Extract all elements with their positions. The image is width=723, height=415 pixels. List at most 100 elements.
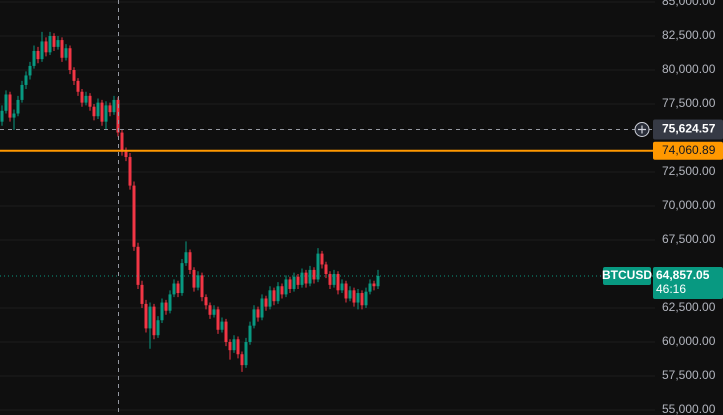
y-tick-label: 57,500.00 <box>662 368 716 382</box>
candle-body <box>100 102 104 122</box>
candle-body <box>352 290 356 303</box>
candle-body <box>0 110 4 122</box>
candle-body <box>200 275 204 298</box>
symbol-label-box <box>603 266 651 285</box>
candle-body <box>196 275 200 288</box>
candle-body <box>324 264 328 274</box>
candle-body <box>20 84 24 100</box>
candle-body <box>180 263 184 294</box>
alert-label-box <box>653 141 723 160</box>
y-tick-label: 62,500.00 <box>662 300 716 314</box>
candle-body <box>312 269 316 280</box>
candle-body <box>216 309 220 330</box>
candle-body <box>72 69 76 81</box>
candle-body <box>52 35 56 47</box>
candle-body <box>364 291 368 306</box>
y-tick-label: 60,000.00 <box>662 334 716 348</box>
candle-body <box>36 50 40 60</box>
candle-body <box>28 65 32 76</box>
candle-body <box>232 339 236 351</box>
candle-body <box>288 279 292 289</box>
candle-body <box>328 273 332 285</box>
candle-body <box>348 290 352 299</box>
candle-body <box>80 91 84 103</box>
y-tick-label: 70,000.00 <box>662 198 716 212</box>
candle-body <box>40 41 44 60</box>
candle-body <box>168 294 172 311</box>
candle-body <box>240 354 244 366</box>
candle-body <box>264 298 268 307</box>
candle-body <box>332 273 336 285</box>
candle-body <box>356 293 360 303</box>
candle-body <box>248 325 252 342</box>
last-price-label: 64,857.05 <box>656 268 710 282</box>
candle-body <box>188 252 192 270</box>
candle-body <box>108 105 112 113</box>
candle-body <box>340 283 344 291</box>
candle-body <box>32 50 36 66</box>
candle-body <box>140 284 144 304</box>
candle-body <box>244 341 248 366</box>
candle-body <box>360 293 364 306</box>
y-tick-label: 55,000.00 <box>662 402 716 415</box>
candle-body <box>176 283 180 294</box>
candle-body <box>272 290 276 302</box>
candle-body <box>204 297 208 306</box>
candle-body <box>320 253 324 265</box>
candle-body <box>184 252 188 264</box>
candle-body <box>68 48 72 70</box>
y-tick-label: 72,500.00 <box>662 164 716 178</box>
candle-body <box>280 286 284 295</box>
y-tick-label: 82,500.00 <box>662 28 716 42</box>
candle-body <box>92 106 96 117</box>
candle-body <box>152 306 156 336</box>
candle-body <box>212 309 216 315</box>
candle-body <box>228 341 232 351</box>
candle-body <box>160 302 164 321</box>
candle-body <box>148 306 152 329</box>
candle-body <box>12 113 16 118</box>
candle-body <box>344 283 348 299</box>
candle-body <box>4 94 8 111</box>
candle-body <box>268 290 272 307</box>
candle-body <box>156 320 160 336</box>
candle-body <box>368 283 372 292</box>
candle-body <box>132 185 136 247</box>
crosshair-label: 75,624.57 <box>662 122 716 136</box>
candle-body <box>260 298 264 318</box>
candle-body <box>96 102 100 117</box>
candle-body <box>136 246 140 285</box>
last-price-box <box>653 266 723 299</box>
countdown-label: 46:16 <box>656 282 686 296</box>
candle-body <box>144 303 148 329</box>
candle-body <box>276 286 280 302</box>
crosshair-label-box <box>653 119 723 140</box>
candle-body <box>316 253 320 280</box>
candle-body <box>76 80 80 92</box>
candle-body <box>292 276 296 289</box>
candle-body <box>24 75 28 85</box>
candle-body <box>60 40 64 58</box>
alert-label: 74,060.89 <box>662 143 716 157</box>
candle-body <box>172 283 176 295</box>
candle-body <box>304 272 308 284</box>
y-tick-label: 77,500.00 <box>662 96 716 110</box>
candle-body <box>8 94 12 118</box>
y-tick-label: 80,000.00 <box>662 62 716 76</box>
candle-body <box>104 105 108 122</box>
candle-body <box>120 132 124 152</box>
candle-body <box>164 302 168 311</box>
candle-body <box>308 269 312 284</box>
candle-body <box>208 305 212 315</box>
candle-body <box>88 95 92 107</box>
candle-body <box>372 283 376 287</box>
symbol-label: BTCUSD <box>602 268 652 282</box>
candle-body <box>116 99 120 133</box>
candle-body <box>252 309 256 326</box>
candle-body <box>256 309 260 318</box>
candle-body <box>16 99 20 114</box>
candle-body <box>220 321 224 330</box>
